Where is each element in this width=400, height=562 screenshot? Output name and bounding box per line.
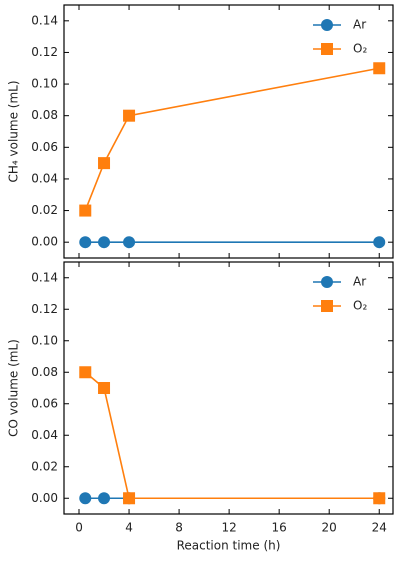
x-axis-label: Reaction time (h) bbox=[177, 539, 281, 553]
series-line bbox=[84, 67, 380, 211]
y-tick-label: 0.14 bbox=[31, 270, 58, 284]
data-point bbox=[373, 236, 386, 249]
y-tick-label: 0.00 bbox=[31, 235, 58, 249]
data-point bbox=[79, 236, 92, 249]
x-tick-label: 0 bbox=[75, 521, 83, 535]
data-point bbox=[79, 366, 92, 379]
y-tick-label: 0.14 bbox=[31, 13, 58, 27]
data-point bbox=[123, 492, 136, 505]
data-point bbox=[373, 62, 386, 75]
legend-label: Ar bbox=[353, 275, 366, 289]
legend-label: O₂ bbox=[353, 42, 367, 56]
legend-marker bbox=[321, 276, 333, 288]
data-point bbox=[373, 492, 386, 505]
y-tick-label: 0.08 bbox=[31, 365, 58, 379]
data-point bbox=[79, 492, 92, 505]
y-tick-label: 0.06 bbox=[31, 140, 58, 154]
legend-marker bbox=[321, 43, 333, 55]
data-point bbox=[123, 109, 136, 122]
y-axis-label: CO volume (mL) bbox=[7, 339, 21, 437]
data-point bbox=[123, 236, 136, 249]
x-tick-label: 12 bbox=[221, 521, 236, 535]
x-tick-label: 8 bbox=[175, 521, 183, 535]
y-tick-label: 0.04 bbox=[31, 428, 58, 442]
y-tick-label: 0.10 bbox=[31, 333, 58, 347]
y-tick-label: 0.12 bbox=[31, 302, 58, 316]
legend-label: Ar bbox=[353, 18, 366, 32]
y-tick-label: 0.10 bbox=[31, 77, 58, 91]
y-axis-label: CH₄ volume (mL) bbox=[7, 80, 21, 182]
axes-frame bbox=[63, 261, 394, 515]
legend-marker bbox=[321, 19, 333, 31]
y-tick-label: 0.08 bbox=[31, 108, 58, 122]
data-point bbox=[98, 157, 111, 170]
y-tick-label: 0.04 bbox=[31, 171, 58, 185]
x-tick-label: 16 bbox=[272, 521, 287, 535]
legend-label: O₂ bbox=[353, 299, 367, 313]
legend-marker bbox=[321, 300, 333, 312]
series-line bbox=[84, 371, 380, 500]
x-tick-label: 4 bbox=[125, 521, 133, 535]
axes-frame bbox=[63, 4, 394, 259]
y-tick-label: 0.06 bbox=[31, 396, 58, 410]
data-point bbox=[98, 236, 111, 249]
data-point bbox=[98, 492, 111, 505]
x-tick-label: 24 bbox=[372, 521, 387, 535]
data-point bbox=[79, 204, 92, 217]
y-tick-label: 0.12 bbox=[31, 45, 58, 59]
x-tick-label: 20 bbox=[322, 521, 337, 535]
y-tick-label: 0.02 bbox=[31, 203, 58, 217]
data-point bbox=[98, 382, 111, 394]
y-tick-label: 0.02 bbox=[31, 459, 58, 473]
y-tick-label: 0.00 bbox=[31, 491, 58, 505]
